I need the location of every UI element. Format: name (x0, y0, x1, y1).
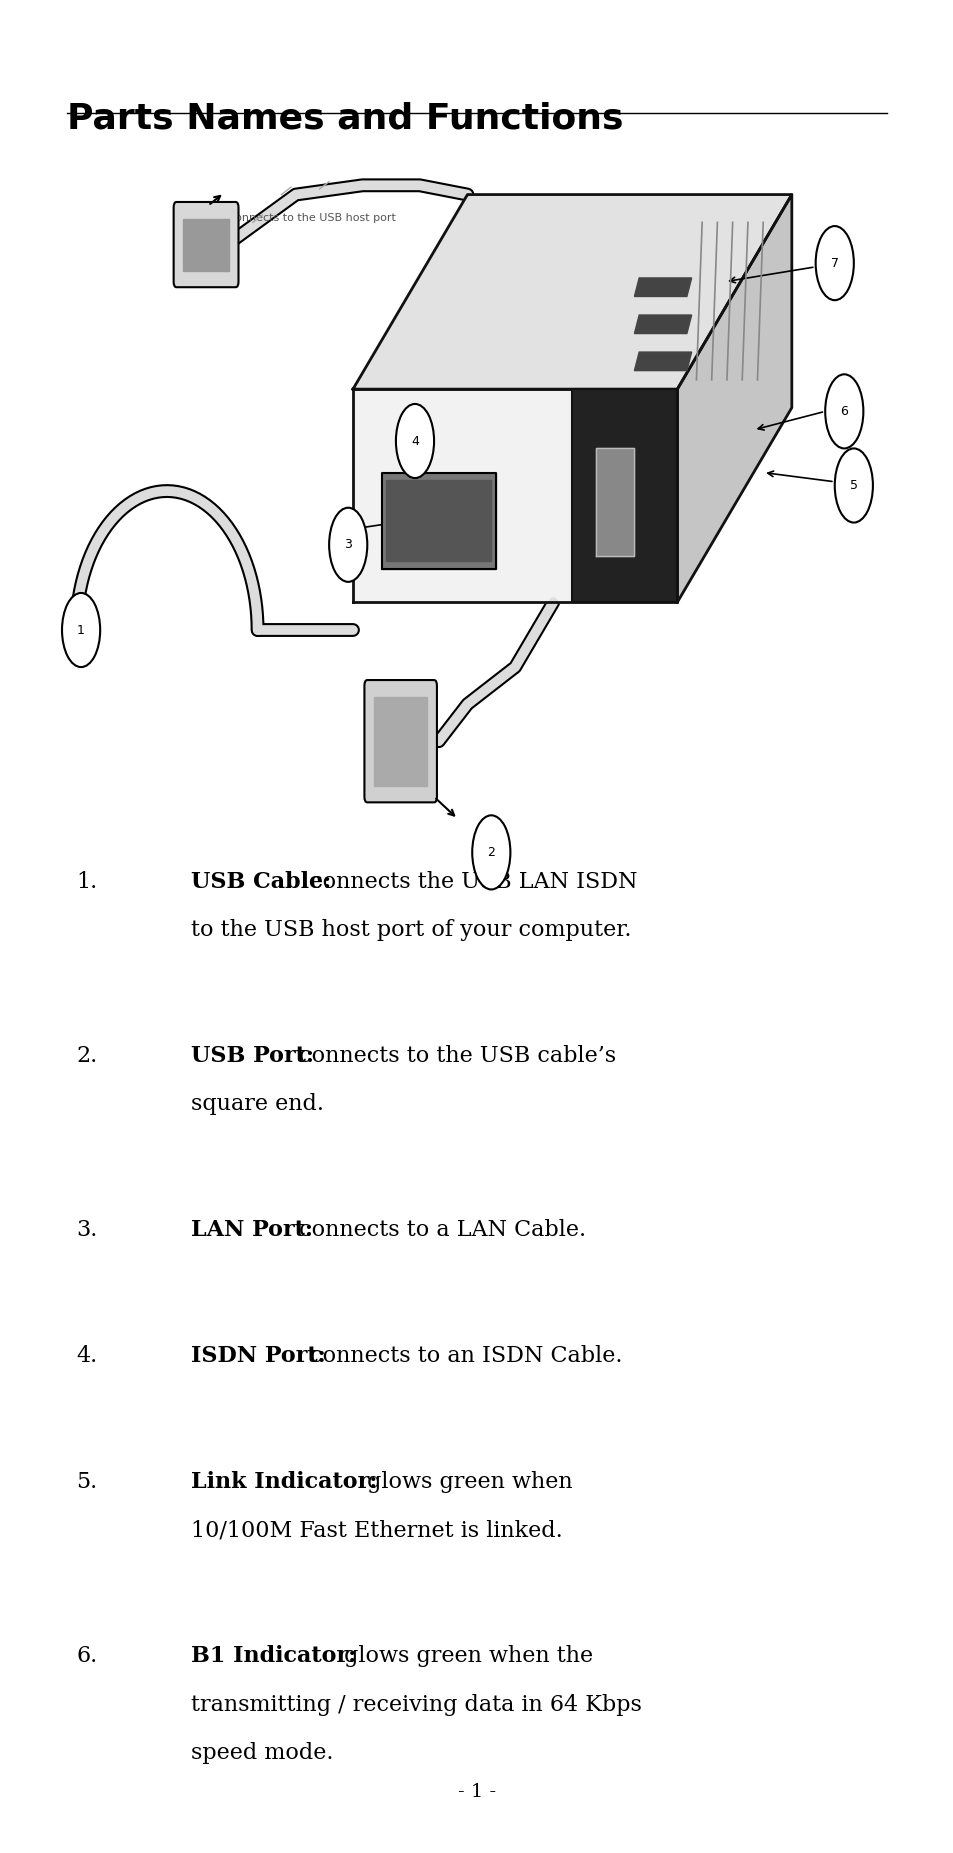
Polygon shape (386, 480, 491, 561)
Text: 6.: 6. (76, 1645, 97, 1668)
Circle shape (824, 374, 862, 448)
Text: USB Cable:: USB Cable: (191, 871, 331, 893)
Polygon shape (634, 315, 691, 334)
Text: 3.: 3. (76, 1219, 97, 1242)
Polygon shape (677, 195, 791, 602)
Text: 5.: 5. (76, 1471, 97, 1494)
Text: 4: 4 (411, 434, 418, 448)
Polygon shape (634, 278, 691, 296)
Polygon shape (596, 448, 634, 556)
Text: 7: 7 (830, 256, 838, 271)
Text: transmitting / receiving data in 64 Kbps: transmitting / receiving data in 64 Kbps (191, 1694, 641, 1716)
Text: glows green when: glows green when (359, 1471, 572, 1494)
Text: Parts Names and Functions: Parts Names and Functions (67, 102, 622, 135)
Polygon shape (634, 352, 691, 371)
Text: 10/100M Fast Ethernet is linked.: 10/100M Fast Ethernet is linked. (191, 1519, 562, 1542)
Circle shape (834, 448, 872, 523)
Text: ISDN Port:: ISDN Port: (191, 1345, 325, 1368)
Text: connects to a LAN Cable.: connects to a LAN Cable. (292, 1219, 586, 1242)
Circle shape (472, 815, 510, 889)
Text: Link Indicator:: Link Indicator: (191, 1471, 376, 1494)
Circle shape (329, 508, 367, 582)
Polygon shape (374, 697, 427, 786)
Circle shape (62, 593, 100, 667)
Text: connects to the USB host port: connects to the USB host port (229, 213, 395, 222)
Text: square end.: square end. (191, 1093, 323, 1116)
Text: B1 Indicator:: B1 Indicator: (191, 1645, 355, 1668)
Text: speed mode.: speed mode. (191, 1742, 333, 1764)
Circle shape (815, 226, 853, 300)
Text: glows green when the: glows green when the (336, 1645, 593, 1668)
Text: to the USB host port of your computer.: to the USB host port of your computer. (191, 919, 631, 941)
Text: LAN Port:: LAN Port: (191, 1219, 313, 1242)
FancyBboxPatch shape (364, 680, 436, 802)
Text: connects to the USB cable’s: connects to the USB cable’s (292, 1045, 616, 1067)
Text: 2: 2 (487, 845, 495, 860)
Polygon shape (183, 219, 229, 271)
Polygon shape (572, 389, 677, 602)
Text: - 1 -: - 1 - (457, 1783, 496, 1801)
Text: USB Port:: USB Port: (191, 1045, 314, 1067)
Polygon shape (353, 389, 677, 602)
Text: 3: 3 (344, 537, 352, 552)
Text: 2.: 2. (76, 1045, 97, 1067)
FancyBboxPatch shape (173, 202, 238, 287)
Text: 1: 1 (77, 623, 85, 637)
Circle shape (395, 404, 434, 478)
Text: connects to an ISDN Cable.: connects to an ISDN Cable. (303, 1345, 622, 1368)
Text: 5: 5 (849, 478, 857, 493)
Polygon shape (353, 195, 791, 389)
Text: 1.: 1. (76, 871, 97, 893)
Text: 4.: 4. (76, 1345, 97, 1368)
Text: 6: 6 (840, 404, 847, 419)
Text: connects the USB LAN ISDN: connects the USB LAN ISDN (303, 871, 638, 893)
Polygon shape (381, 473, 496, 569)
